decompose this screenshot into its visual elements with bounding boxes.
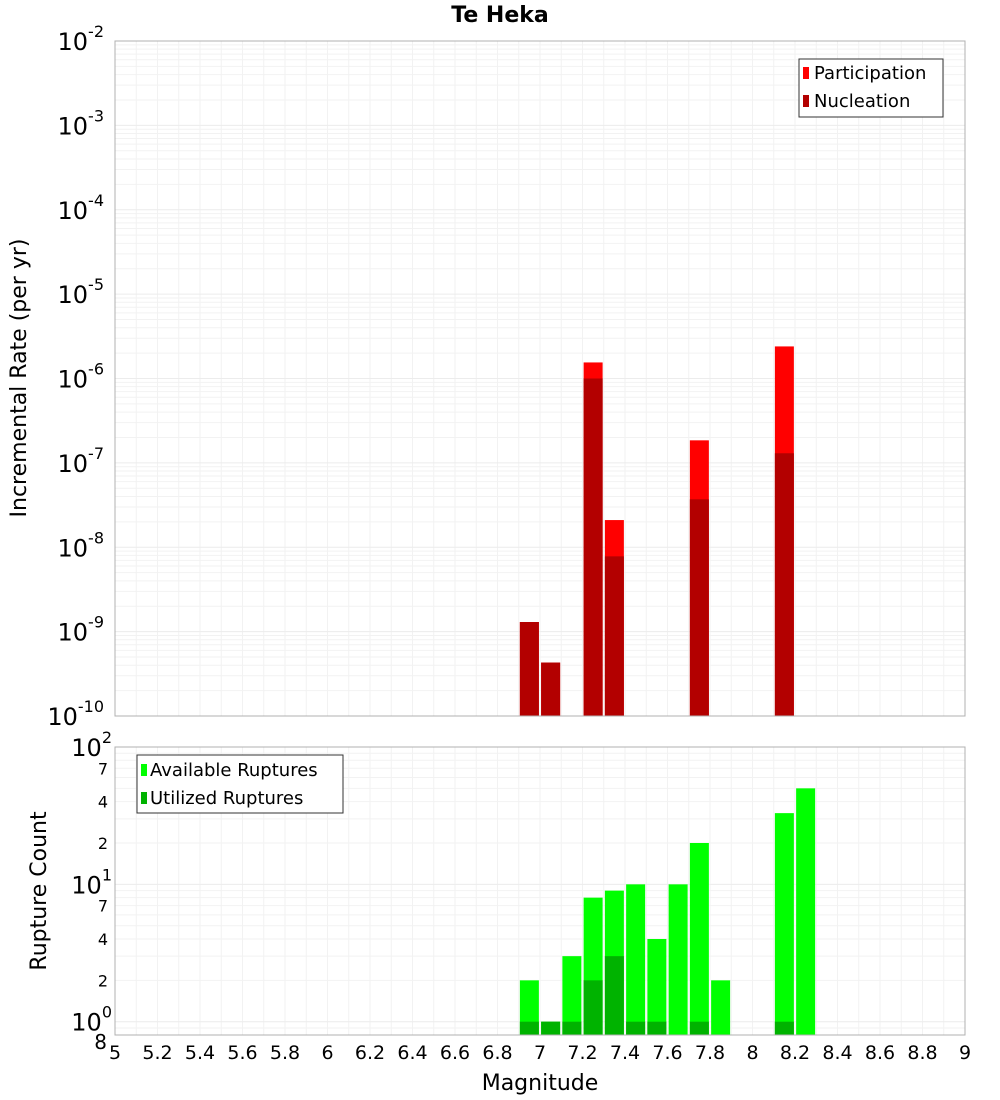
top-legend-box bbox=[798, 58, 944, 118]
x-tick-label: 5.8 bbox=[270, 1042, 300, 1064]
nucleation-bar bbox=[604, 556, 624, 716]
available-ruptures-bar bbox=[689, 843, 709, 1035]
legend-nucleation-swatch bbox=[803, 95, 809, 107]
bottom-y-minor-tick-label: 8 bbox=[94, 1030, 107, 1054]
legend-participation-swatch bbox=[803, 67, 809, 79]
top-y-tick-label: 10-7 bbox=[58, 444, 105, 478]
x-tick-label: 7 bbox=[534, 1042, 546, 1064]
available-ruptures-bar bbox=[519, 980, 539, 1035]
bottom-y-minor-tick-label: 7 bbox=[98, 897, 108, 916]
x-tick-label: 6.6 bbox=[440, 1042, 470, 1064]
x-tick-label: 7.2 bbox=[567, 1042, 597, 1064]
bottom-legend-box bbox=[136, 754, 344, 814]
participation-nucleation-panel: 10-10 10-9 10-8 10-7 10-6 10-5 10-4 10-3 10-2 In… bbox=[7, 22, 966, 731]
bottom-y-minor-tick-label: 4 bbox=[98, 930, 108, 949]
legend-available-swatch bbox=[141, 764, 147, 776]
x-tick-label: 6.4 bbox=[397, 1042, 427, 1064]
nucleation-bar bbox=[689, 499, 709, 716]
x-tick-label: 7.6 bbox=[652, 1042, 682, 1064]
legend-available-label: Available Ruptures bbox=[150, 760, 318, 781]
top-y-tick-labels: 10-10 10-9 10-8 10-7 10-6 10-5 10-4 10-3 10-2 bbox=[47, 22, 104, 731]
bottom-y-tick-label: 101 bbox=[71, 865, 112, 899]
top-bars bbox=[519, 346, 794, 716]
bottom-y-minor-tick-label: 2 bbox=[98, 834, 108, 853]
bottom-y-tick-label: 100 bbox=[71, 1003, 112, 1037]
utilized-ruptures-bar bbox=[647, 1021, 667, 1035]
x-tick-label: 8.4 bbox=[822, 1042, 852, 1064]
available-ruptures-bar bbox=[774, 813, 794, 1035]
bottom-y-axis-label: Rupture Count bbox=[27, 811, 52, 971]
top-y-tick-label: 10-6 bbox=[58, 360, 105, 394]
x-tick-label: 6.8 bbox=[482, 1042, 512, 1064]
x-axis-label: Magnitude bbox=[482, 1071, 599, 1096]
available-ruptures-bar bbox=[626, 884, 646, 1035]
top-gridlines bbox=[114, 40, 966, 717]
bottom-y-minor-tick-label: 4 bbox=[98, 793, 108, 812]
bottom-legend: Available Ruptures Utilized Ruptures bbox=[136, 754, 344, 814]
bottom-y-tick-label: 102 bbox=[71, 728, 112, 762]
bottom-bars bbox=[519, 788, 816, 1035]
utilized-ruptures-bar bbox=[583, 980, 603, 1035]
nucleation-bar bbox=[519, 622, 539, 716]
available-ruptures-bar bbox=[562, 956, 582, 1035]
available-ruptures-bar bbox=[668, 884, 688, 1035]
available-ruptures-bar bbox=[796, 788, 816, 1035]
bottom-y-minor-tick-label: 2 bbox=[98, 971, 108, 990]
top-y-tick-label: 10-2 bbox=[58, 22, 105, 56]
x-tick-label: 8.2 bbox=[780, 1042, 810, 1064]
x-tick-label: 5.6 bbox=[227, 1042, 257, 1064]
legend-utilized-swatch bbox=[141, 792, 147, 804]
x-tick-label: 8.8 bbox=[907, 1042, 937, 1064]
legend-participation-label: Participation bbox=[814, 63, 926, 84]
utilized-ruptures-bar bbox=[562, 1021, 582, 1035]
available-ruptures-bar bbox=[711, 980, 731, 1035]
top-y-tick-label: 10-10 bbox=[47, 697, 104, 731]
nucleation-bar bbox=[774, 453, 794, 716]
x-tick-label: 5.2 bbox=[142, 1042, 172, 1064]
x-tick-label: 6 bbox=[321, 1042, 333, 1064]
utilized-ruptures-bar bbox=[626, 1021, 646, 1035]
x-tick-label: 5 bbox=[109, 1042, 121, 1064]
top-y-tick-label: 10-5 bbox=[58, 275, 105, 309]
top-y-tick-label: 10-9 bbox=[58, 613, 105, 647]
utilized-ruptures-bar bbox=[689, 1021, 709, 1035]
x-tick-label: 8.6 bbox=[865, 1042, 895, 1064]
utilized-ruptures-bar bbox=[519, 1021, 539, 1035]
utilized-ruptures-bar bbox=[604, 956, 624, 1035]
legend-utilized-label: Utilized Ruptures bbox=[150, 788, 303, 809]
top-y-axis-label: Incremental Rate (per yr) bbox=[7, 239, 32, 518]
bottom-y-minor-tick-label: 7 bbox=[98, 759, 108, 778]
available-ruptures-bar bbox=[647, 939, 667, 1035]
x-tick-labels: 5 5.2 5.4 5.6 5.8 6 6.2 6.4 6.6 6.8 7 7.2 7.4 7.6 7.8 8… bbox=[109, 1042, 971, 1064]
utilized-ruptures-bar bbox=[774, 1021, 794, 1035]
x-tick-label: 8 bbox=[746, 1042, 758, 1064]
x-tick-label: 5.4 bbox=[185, 1042, 215, 1064]
chart-title: Te Heka bbox=[451, 3, 548, 28]
x-tick-label: 9 bbox=[959, 1042, 971, 1064]
nucleation-bar bbox=[541, 662, 561, 716]
legend-nucleation-label: Nucleation bbox=[814, 91, 910, 112]
x-tick-label: 7.8 bbox=[695, 1042, 725, 1064]
top-plot-frame bbox=[114, 40, 966, 717]
nucleation-bar bbox=[583, 378, 603, 716]
top-legend: Participation Nucleation bbox=[798, 58, 944, 118]
bottom-plot-frame bbox=[114, 746, 966, 1036]
x-tick-label: 7.4 bbox=[610, 1042, 640, 1064]
x-tick-label: 6.2 bbox=[355, 1042, 385, 1064]
top-y-tick-label: 10-3 bbox=[58, 106, 105, 140]
utilized-ruptures-bar bbox=[541, 1021, 561, 1035]
top-y-tick-label: 10-8 bbox=[58, 528, 105, 562]
top-y-tick-label: 10-4 bbox=[58, 191, 105, 225]
